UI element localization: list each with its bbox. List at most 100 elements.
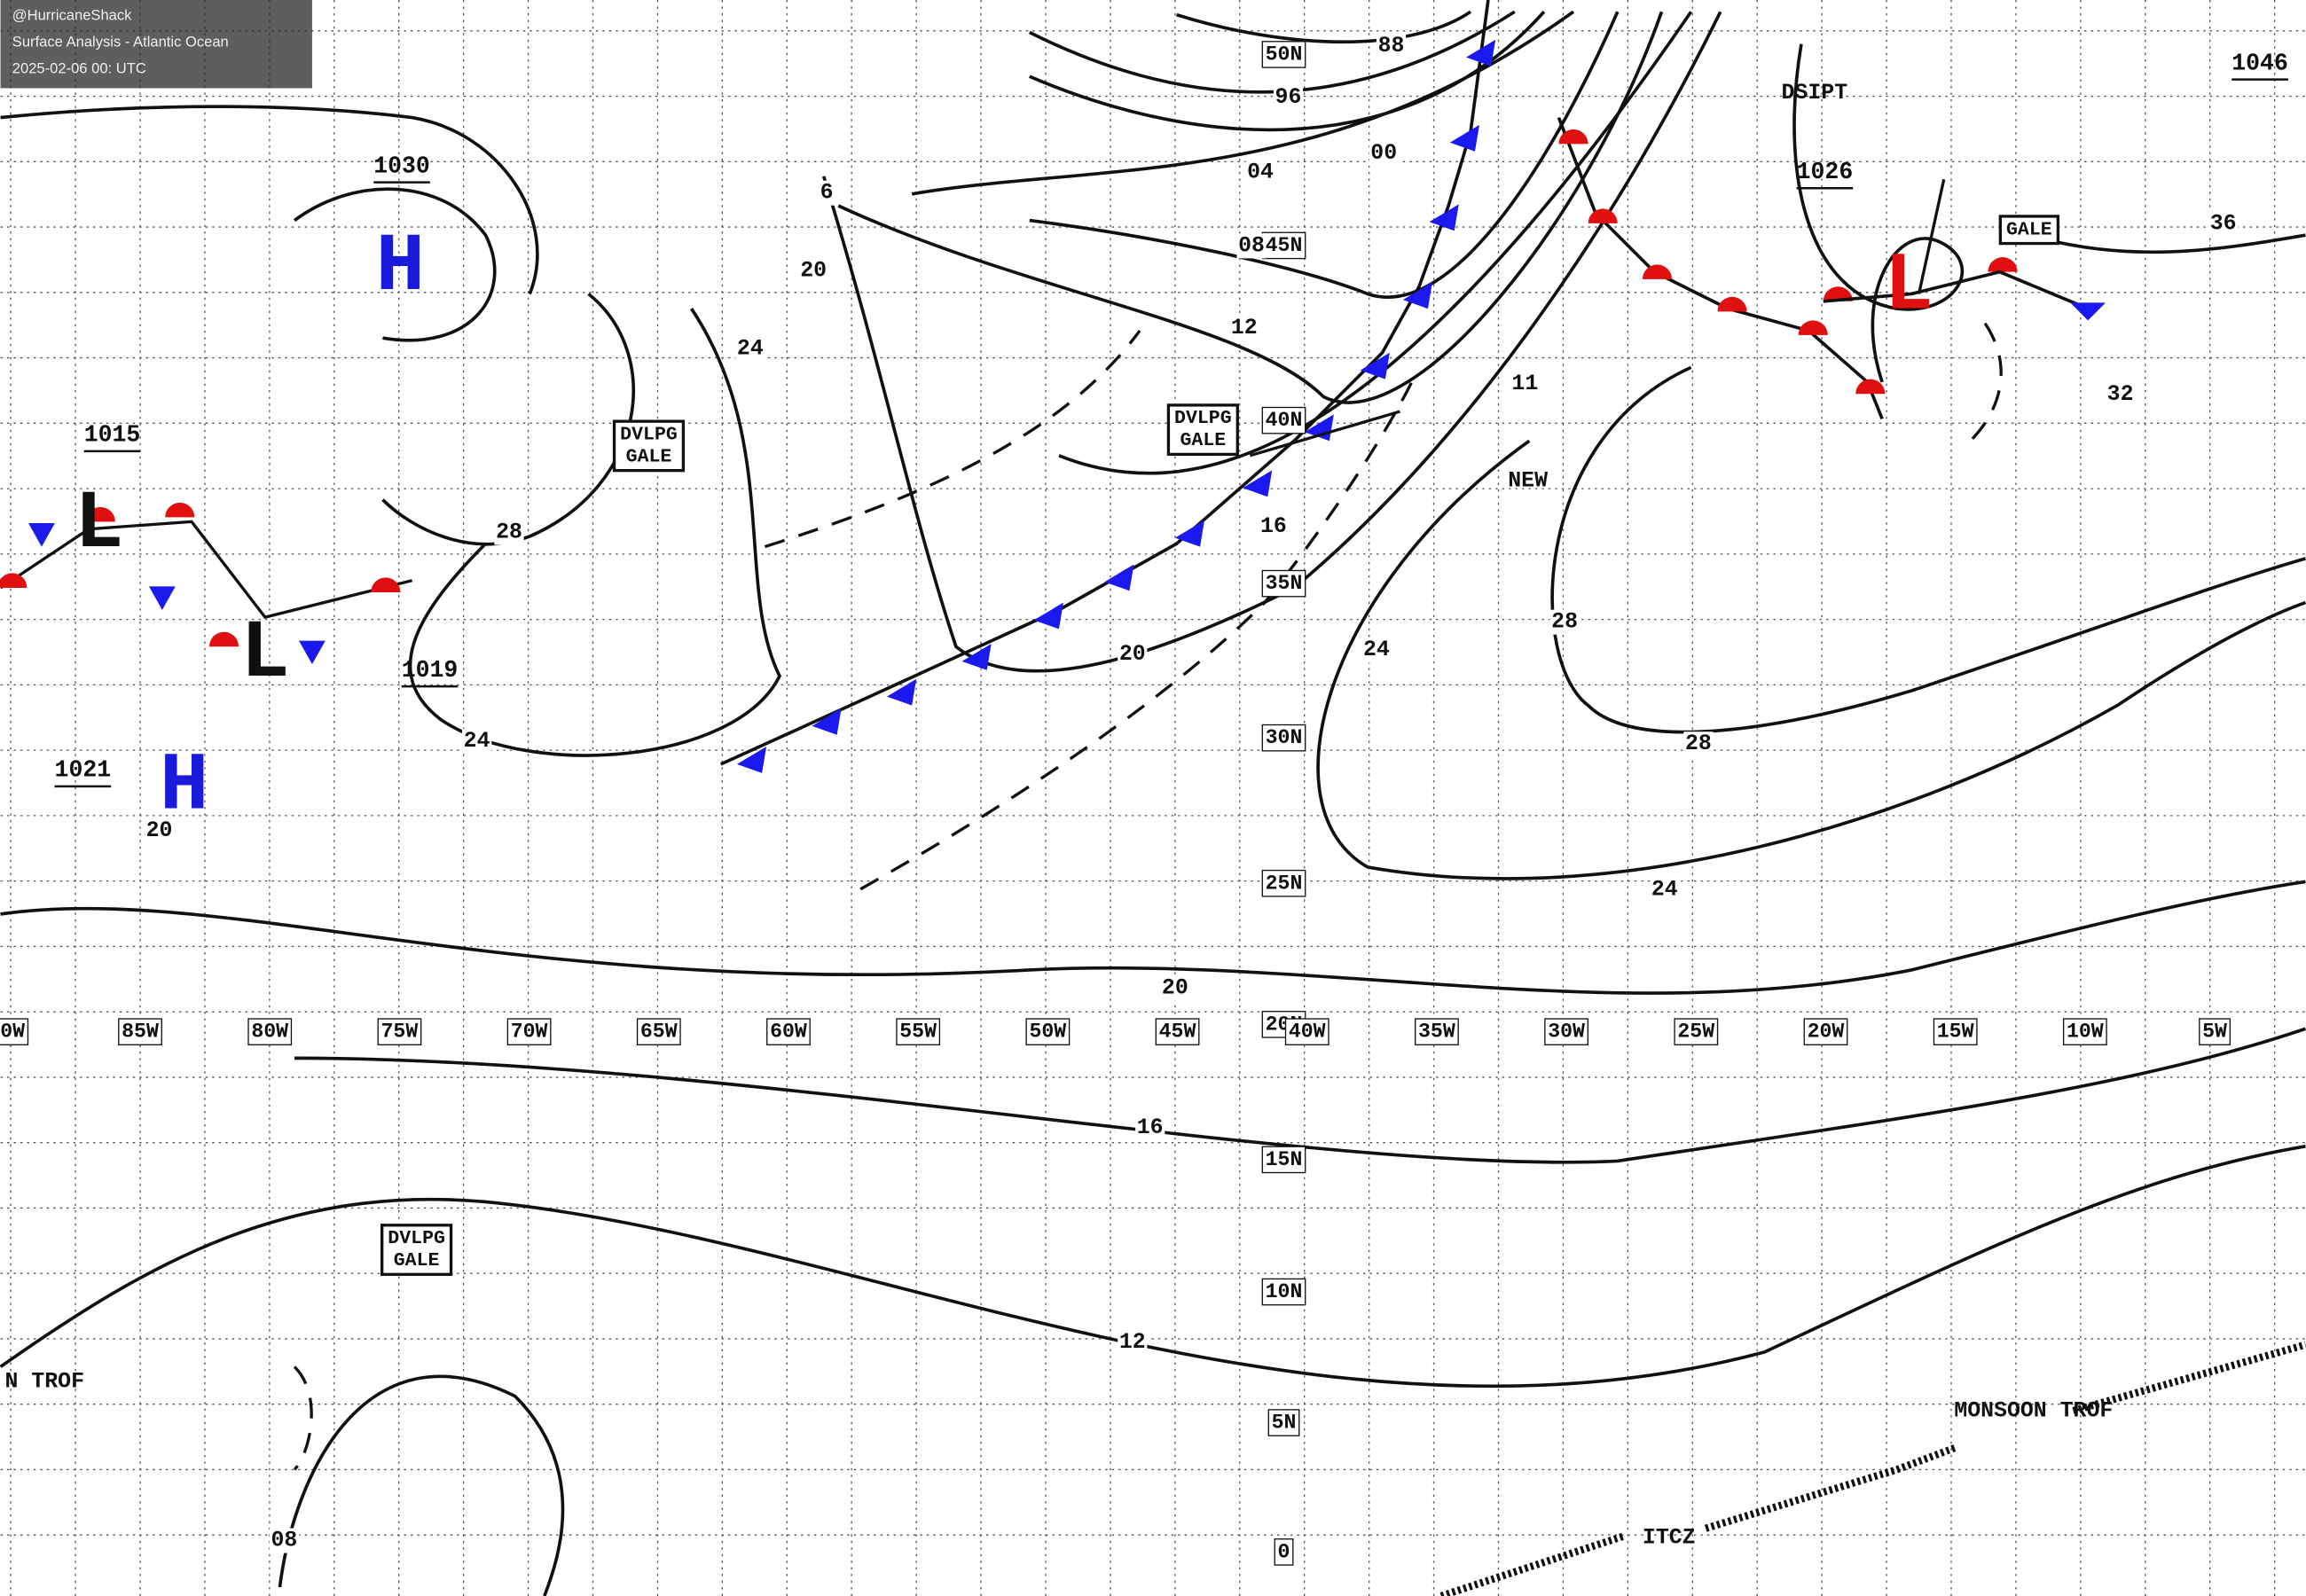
longitude-label-box — [1933, 1018, 1978, 1045]
warm-front-bump — [1717, 296, 1747, 312]
isobar-label-bg — [269, 1528, 300, 1553]
isobar-label-bg — [2106, 381, 2136, 407]
cold-front-barb — [299, 640, 326, 665]
longitude-label-box — [2199, 1018, 2231, 1045]
longitude-label-box — [1803, 1018, 1848, 1045]
cold-front-barb — [1174, 520, 1205, 547]
cold-front-barb — [887, 678, 917, 706]
isobar-label: 11 — [1511, 372, 1538, 396]
isobar-label: 96 — [1275, 85, 1302, 110]
isobar — [837, 11, 1664, 404]
cold-front-barb — [1104, 564, 1134, 591]
isobar-label-bg — [1510, 372, 1540, 397]
isobar-label-bg — [461, 728, 492, 754]
longitude-label-box — [247, 1018, 293, 1045]
longitude-label: 45W — [1159, 1021, 1196, 1044]
central-pressure: 1030 — [373, 153, 430, 179]
warm-front-bump — [1988, 257, 2018, 272]
isobar-label: 08 — [271, 1529, 298, 1553]
stationary-front — [0, 520, 413, 620]
isobar-label: 24 — [737, 336, 764, 361]
header-time: 2025-02-06 00: UTC — [12, 59, 146, 76]
map-annotation: NEW — [1508, 469, 1548, 494]
longitude-label-box — [636, 1018, 681, 1045]
latitude-label-box — [1261, 569, 1306, 598]
central-pressure: 1019 — [402, 657, 459, 684]
pressure-center-symbol: L — [240, 607, 290, 700]
latitude-label: 40N — [1266, 409, 1303, 432]
isobar — [278, 1374, 565, 1596]
isobar-label-bg — [1376, 33, 1407, 59]
longitude-label-box — [1284, 1018, 1329, 1045]
cold-front-barb — [1402, 282, 1432, 309]
isobar-label-bg — [1369, 140, 1399, 166]
longitude-label-box — [377, 1018, 422, 1045]
warm-front-bump — [0, 573, 27, 588]
cold-front-barb — [812, 708, 842, 735]
isobar-label: 20 — [800, 259, 827, 284]
pressure-center-symbol: L — [1884, 240, 1933, 333]
isobar-label-bg — [1259, 513, 1289, 539]
isobar-label: 36 — [2210, 211, 2237, 236]
isobar — [0, 105, 539, 295]
longitude-label: 30W — [1548, 1021, 1585, 1044]
isobar-label: 20 — [1119, 642, 1146, 667]
map-annotation: N TROF — [5, 1370, 85, 1395]
warm-front-bump — [165, 502, 195, 518]
longitude-label-box — [1415, 1018, 1459, 1045]
isobar — [1792, 43, 1965, 383]
isobar-label-bg — [1118, 642, 1148, 668]
troughs — [293, 322, 2003, 1471]
longitude-label-box — [118, 1018, 162, 1045]
longitude-label: 10W — [2067, 1021, 2104, 1044]
latitude-label-box — [1261, 406, 1306, 434]
pressure-center-symbol: L — [75, 478, 124, 571]
latitude-label-box — [1261, 1146, 1306, 1174]
isobar-label-bg — [735, 336, 765, 362]
isobar-label-bg — [494, 520, 524, 545]
header-panel — [0, 0, 312, 89]
longitude-label-box — [2062, 1018, 2107, 1045]
latitude-label-box — [1261, 869, 1306, 897]
longitude-label-box — [1674, 1018, 1719, 1045]
gale-box — [1998, 215, 2060, 246]
longitude-label: 60W — [770, 1021, 807, 1044]
longitude-label-box — [896, 1018, 941, 1045]
isobar — [911, 10, 1575, 196]
pressure-center-symbol: H — [160, 739, 209, 833]
isobar — [408, 308, 782, 757]
gale-text: GALE — [1180, 430, 1227, 451]
map-labels: 50N45N40N35N30N25N20N15N10N5N090W85W80W7… — [0, 33, 2288, 1566]
occluded-front — [1823, 270, 2089, 310]
central-pressure: 1046 — [2231, 50, 2288, 76]
warm-front-bump — [371, 577, 401, 592]
gale-text: DVLPG — [620, 424, 678, 445]
latitude-label-box — [1261, 231, 1306, 260]
longitude-label-box — [506, 1018, 552, 1045]
isobar-label-bg — [818, 180, 835, 206]
longitude-label: 50W — [1029, 1021, 1066, 1044]
cold-front-barb — [1449, 124, 1479, 152]
gale-box — [612, 419, 686, 473]
itcz — [1439, 1341, 2306, 1596]
latitude-label: 50N — [1266, 43, 1303, 66]
longitude-label: 65W — [640, 1021, 678, 1044]
gale-box — [380, 1224, 453, 1276]
isobar-label: 16 — [1260, 514, 1287, 539]
isobar-label-bg — [1118, 1329, 1148, 1355]
isobar-label-bg — [144, 818, 175, 844]
latitude-label: 0 — [1278, 1540, 1290, 1563]
longitude-label-box — [766, 1018, 811, 1045]
isobar-label: 28 — [1685, 732, 1712, 756]
isobar-label: 28 — [496, 520, 522, 545]
warm-front-bump — [1855, 379, 1886, 395]
longitude-label: 90W — [0, 1021, 25, 1044]
isobar — [294, 1027, 2306, 1164]
storm-track — [1917, 178, 1946, 294]
trough — [764, 329, 1141, 549]
gale-box — [1166, 403, 1239, 457]
longitude-label: 5W — [2202, 1021, 2227, 1044]
longitude-label: 40W — [1289, 1021, 1326, 1044]
